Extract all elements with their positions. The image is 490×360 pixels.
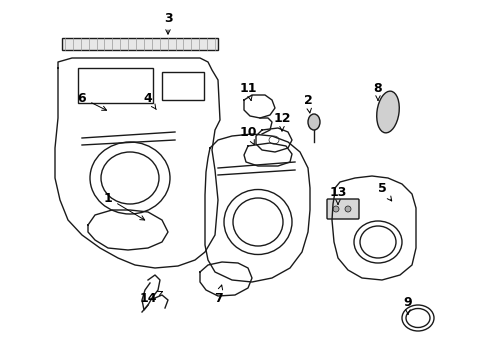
FancyBboxPatch shape	[327, 199, 359, 219]
Ellipse shape	[345, 206, 351, 212]
Text: 3: 3	[164, 12, 172, 34]
Text: 9: 9	[404, 296, 412, 314]
Text: 8: 8	[374, 81, 382, 100]
Bar	[78, 68, 153, 103]
Text: 7: 7	[214, 285, 222, 305]
Ellipse shape	[308, 114, 320, 130]
Text: 10: 10	[239, 126, 257, 145]
Bar	[62, 38, 218, 50]
Text: 2: 2	[304, 94, 313, 113]
Text: 12: 12	[273, 112, 291, 131]
Ellipse shape	[377, 91, 399, 133]
Text: 6: 6	[78, 91, 106, 110]
Text: 14: 14	[139, 291, 163, 305]
Ellipse shape	[333, 206, 339, 212]
Text: 13: 13	[329, 185, 347, 204]
Text: 4: 4	[144, 91, 156, 109]
Text: 1: 1	[103, 192, 145, 220]
Text: 11: 11	[239, 81, 257, 100]
Text: 5: 5	[378, 181, 392, 201]
Bar	[162, 72, 204, 100]
